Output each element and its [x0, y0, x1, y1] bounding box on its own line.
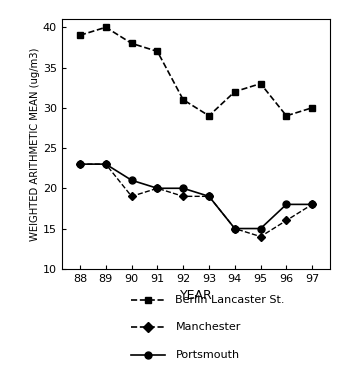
Manchester	[233, 226, 237, 231]
Portsmouth	[155, 186, 160, 190]
Manchester	[129, 194, 133, 199]
Portsmouth	[207, 194, 211, 199]
Manchester	[258, 234, 262, 239]
Berlin Lancaster St.	[129, 41, 133, 46]
Manchester	[155, 186, 160, 190]
Berlin Lancaster St.	[155, 49, 160, 54]
Portsmouth	[129, 178, 133, 182]
Berlin Lancaster St.	[78, 33, 82, 38]
Portsmouth	[104, 162, 108, 166]
X-axis label: YEAR: YEAR	[180, 289, 213, 302]
Line: Portsmouth: Portsmouth	[76, 161, 316, 232]
Berlin Lancaster St.	[207, 114, 211, 118]
Berlin Lancaster St.	[258, 81, 262, 86]
Berlin Lancaster St.	[181, 98, 185, 102]
Portsmouth	[258, 226, 262, 231]
Portsmouth	[233, 226, 237, 231]
Manchester	[181, 194, 185, 199]
Manchester	[104, 162, 108, 166]
Manchester	[78, 162, 82, 166]
Line: Manchester: Manchester	[77, 161, 315, 240]
Portsmouth	[284, 202, 289, 207]
Portsmouth	[310, 202, 314, 207]
Manchester	[284, 218, 289, 223]
Text: Berlin Lancaster St.: Berlin Lancaster St.	[175, 295, 285, 305]
Berlin Lancaster St.	[233, 89, 237, 94]
Line: Berlin Lancaster St.: Berlin Lancaster St.	[76, 24, 316, 119]
Y-axis label: WEIGHTED ARITHMETIC MEAN (ug/m3): WEIGHTED ARITHMETIC MEAN (ug/m3)	[30, 47, 40, 241]
Manchester	[207, 194, 211, 199]
Berlin Lancaster St.	[284, 114, 289, 118]
Berlin Lancaster St.	[104, 25, 108, 30]
Portsmouth	[78, 162, 82, 166]
Berlin Lancaster St.	[310, 106, 314, 110]
Text: Portsmouth: Portsmouth	[175, 350, 239, 360]
Manchester	[310, 202, 314, 207]
Text: Manchester: Manchester	[175, 322, 241, 332]
Portsmouth	[181, 186, 185, 190]
